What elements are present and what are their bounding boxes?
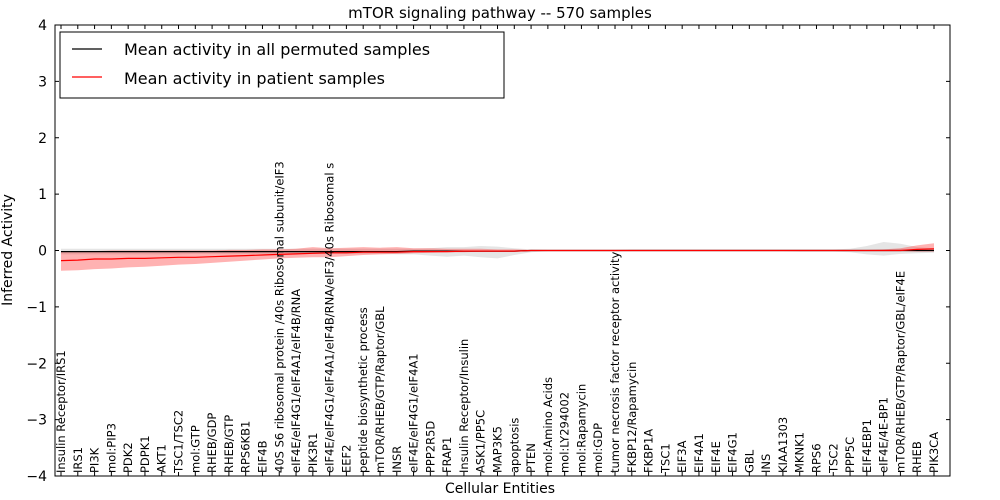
x-category-label: FKBP12/Rapamycin	[625, 362, 639, 473]
x-category-label: AKT1	[155, 444, 169, 473]
y-tick-label: 1	[38, 187, 47, 203]
x-category-label: mol:PIP3	[104, 423, 118, 473]
x-category-label: EIF4A1	[692, 433, 706, 473]
x-category-label: PIK3CA	[927, 432, 941, 473]
y-axis: −4 −3 −2 −1 0 1 2 3 4	[26, 18, 950, 485]
x-category-label: mol:GDP	[591, 423, 605, 473]
y-tick-label: −3	[26, 413, 47, 429]
legend-permuted-label: Mean activity in all permuted samples	[124, 40, 430, 59]
x-category-label: eIF4E/4E-BP1	[877, 397, 891, 473]
x-category-label: PI3K	[88, 447, 102, 473]
x-category-label: MKNK1	[793, 432, 807, 473]
y-tick-label: −4	[26, 469, 47, 485]
y-tick-label: −2	[26, 356, 47, 372]
permuted-band	[61, 242, 934, 259]
x-category-label: EIF4G1	[726, 432, 740, 473]
confidence-bands	[61, 242, 934, 271]
x-category-label: mol:Amino Acids	[541, 377, 555, 473]
x-category-label: Insulin Receptor/Insulin	[457, 339, 471, 473]
x-category-label: PIK3R1	[306, 433, 320, 474]
x-category-label: MAP3K5	[491, 426, 505, 473]
x-axis-label: Cellular Entities	[445, 481, 555, 497]
x-category-label: eIF4E/eIF4G1/eIF4A1/eIF4B/RNA/eIF3/40s R…	[323, 163, 337, 473]
x-category-label: IRS1	[71, 447, 85, 473]
y-tick-label: 4	[38, 18, 47, 34]
x-category-label: EIF3A	[675, 440, 689, 473]
legend: Mean activity in all permuted samples Me…	[59, 31, 505, 99]
x-category-label: mol:LY294002	[558, 392, 572, 473]
x-category-label: KIAA1303	[776, 417, 790, 473]
x-category-label: apoptosis	[507, 418, 521, 473]
x-category-label: TSC1	[658, 443, 672, 474]
x-category-label: mTOR/RHEB/GTP/Raptor/GBL/eIF4E	[893, 271, 907, 473]
x-category-label: EIF4E	[709, 441, 723, 473]
x-category-label: PPP2R5D	[423, 421, 437, 473]
x-category-label: PDK2	[121, 442, 135, 473]
chart-title: mTOR signaling pathway -- 570 samples	[348, 4, 652, 22]
y-tick-label: 0	[38, 244, 47, 260]
x-category-label: EIF4B	[255, 440, 269, 473]
x-category-label: TSC1/TSC2	[172, 410, 186, 474]
x-category-label: RHEB	[910, 441, 924, 473]
x-category-label: RPS6	[809, 443, 823, 473]
x-category-label: mol:GTP	[188, 425, 202, 473]
x-category-label: EEF2	[339, 445, 353, 473]
x-category-label: GBL	[742, 449, 756, 473]
x-category-label: tumor necrosis factor receptor activity	[608, 251, 622, 473]
series-lines	[60, 248, 935, 262]
y-tick-label: 3	[38, 74, 47, 90]
x-category-label: RHEB/GTP	[222, 415, 236, 473]
x-category-label: INS	[759, 454, 773, 473]
x-category-label: PDPK1	[138, 435, 152, 473]
x-category-label: Insulin Receptor/IRS1	[54, 350, 68, 473]
legend-box	[59, 31, 505, 99]
x-category-label: INSR	[390, 446, 404, 473]
x-category-label: FKBP1A	[642, 429, 656, 473]
legend-patient-label: Mean activity in patient samples	[124, 69, 385, 88]
y-axis-label: Inferred Activity	[0, 194, 16, 306]
x-category-label: RHEB/GDP	[205, 413, 219, 473]
x-category-label: TSC2	[826, 443, 840, 474]
x-category-label: mol:Rapamycin	[574, 384, 588, 473]
x-category-label: RPS6KB1	[239, 421, 253, 473]
x-category-label: FRAP1	[440, 437, 454, 473]
x-category-label: PPP5C	[843, 437, 857, 473]
y-tick-label: −1	[26, 300, 47, 316]
x-category-label: 40S S6 ribosomal protein /40s Ribosomal …	[272, 161, 286, 473]
patient-mean-line	[60, 248, 935, 262]
x-category-label: eIF4E/eIF4G1/eIF4A1	[407, 353, 421, 473]
x-category-label: ASK1/PP5C	[474, 410, 488, 473]
x-axis: Insulin Receptor/IRS1 IRS1 PI3K mol:PIP3 PDK…	[54, 25, 941, 476]
y-tick-label: 2	[38, 131, 47, 147]
x-category-label: mTOR/RHEB/GTP/Raptor/GBL	[373, 306, 387, 473]
x-category-label: PTEN	[524, 443, 538, 473]
x-category-label: EIF4EBP1	[860, 419, 874, 473]
x-category-label: eIF4E/eIF4G1/eIF4A1/eIF4B/RNA	[289, 289, 303, 473]
x-category-label: peptide biosynthetic process	[356, 307, 370, 473]
